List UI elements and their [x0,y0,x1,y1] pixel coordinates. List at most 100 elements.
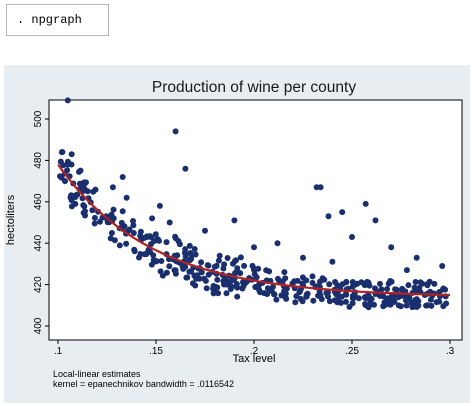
scatter-point [202,227,208,234]
y-axis-label: hectoliters [5,194,17,245]
scatter-point [210,283,217,289]
scatter-point [255,265,262,272]
scatter-point [110,206,117,213]
scatter-point [363,279,370,286]
x-tick-label: .25 [345,346,359,357]
scatter-point [297,295,304,302]
scatter-point [183,274,190,281]
scatter-point [388,244,395,251]
scatter-point [442,286,449,293]
scatter-point [408,299,415,306]
scatter-point [126,226,133,233]
scatter-point [343,279,350,286]
x-tick-label: .3 [446,346,455,357]
scatter-point [224,255,231,261]
scatter-point [291,278,298,285]
scatter-point [119,208,126,215]
scatter-point [339,209,346,216]
scatter-point [198,259,205,266]
y-tick-label: 500 [33,110,44,127]
scatter-point [156,202,163,209]
scatter-point [57,158,64,165]
scatter-point [424,281,431,287]
scatter-point [64,97,71,104]
scatter-point [150,257,157,263]
scatter-point [292,299,299,306]
x-tick-label: .15 [149,346,163,357]
y-tick-label: 400 [33,317,44,334]
scatter-point [188,256,195,262]
scatter-point [372,285,378,292]
scatter-point [211,263,218,270]
scatter-point [315,292,322,299]
scatter-point [319,275,326,282]
scatter-point [166,219,173,226]
scatter-point [186,242,193,249]
scatter-point [180,265,187,272]
scatter-point [325,293,331,300]
scatter-point [202,277,209,284]
scatter-point [300,254,306,261]
scatter-point [354,280,361,287]
scatter-point [232,270,239,276]
scatter-point [256,287,263,294]
scatter-point [237,254,244,261]
scatter-point [326,281,333,288]
scatter-point [214,276,221,283]
scatter-point [299,280,306,287]
scatter-point [342,298,349,305]
scatter-point [203,285,210,292]
scatter-point [182,165,189,172]
scatter-point [77,167,84,174]
scatter-point [230,276,237,283]
scatter-point [412,303,418,310]
scatter-point [390,298,397,305]
scatter-point [367,297,374,304]
scatter-point [273,296,280,303]
scatter-point [166,263,173,270]
scatter-point [275,275,281,282]
fitted-line [57,163,451,297]
scatter-point [171,267,178,274]
scatter-point [331,297,338,304]
scatter-point [158,258,165,264]
scatter-point [443,300,450,307]
scatter-point [332,279,339,285]
scatter-point [405,282,412,289]
scatter-point [221,274,228,281]
scatter-point [395,294,402,301]
scatter-point [349,283,356,290]
scatter-point [412,279,419,285]
scatter-point [72,200,79,207]
scatter-point [159,272,166,279]
scatter-point [80,179,87,186]
scatter-point [362,301,369,307]
scatter-point [89,207,96,214]
scatter-point [82,208,88,215]
scatter-point [274,240,281,247]
scatter-point [241,262,248,269]
scatter-point [215,290,222,297]
scatter-point [130,230,137,236]
scatter-point [205,271,212,278]
scatter-point [148,241,154,248]
scatter-point [326,298,333,305]
scatter-point [131,246,138,253]
scatter-point [338,299,344,306]
scatter-point [176,241,183,248]
scatter-point [413,254,420,261]
scatter-point [231,217,238,224]
scatter-point [417,279,424,286]
scatter-point [377,280,383,287]
scatter-point [111,237,118,244]
scatter-point [234,265,241,272]
scatter-point [403,302,410,309]
scatter-point [271,291,277,298]
scatter-point [309,279,316,286]
scatter-point [123,194,130,201]
scatter-point [119,174,126,180]
scatter-point [384,286,391,292]
scatter-point [362,200,369,207]
scatter-point [194,272,201,279]
